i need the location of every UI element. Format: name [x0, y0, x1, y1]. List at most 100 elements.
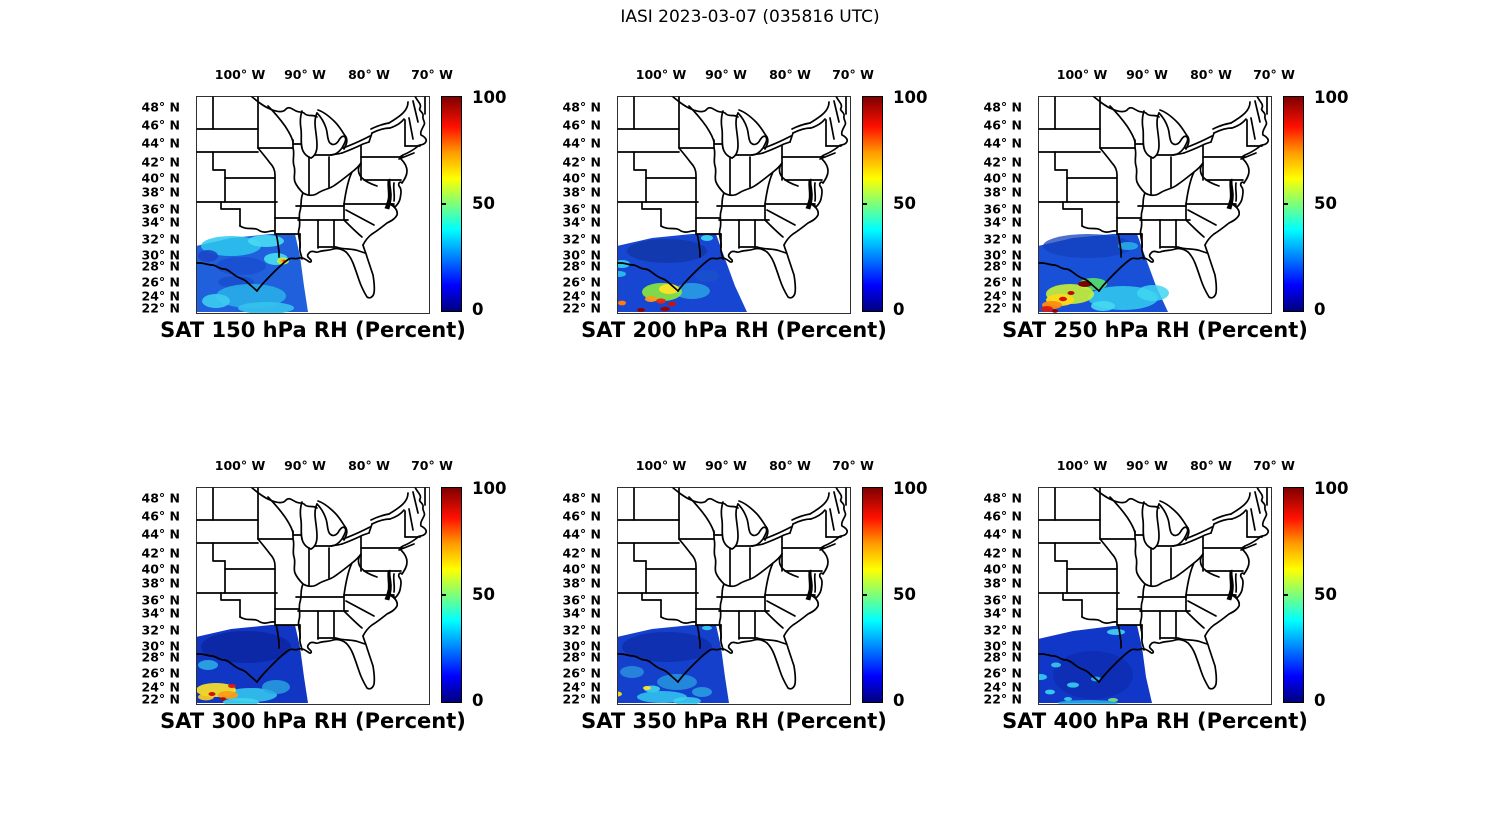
- lat-tick-label: 28° N: [141, 258, 180, 274]
- rh-feature: [618, 271, 626, 277]
- rh-feature: [1058, 700, 1118, 704]
- rh-feature: [620, 666, 644, 678]
- rh-feature: [1052, 309, 1058, 313]
- lon-tick-label: 100° W: [214, 67, 266, 82]
- colorbar-mid-tick: [1284, 203, 1288, 205]
- rh-swath: [197, 234, 308, 313]
- lon-tick-label: 70° W: [411, 458, 453, 473]
- lat-tick-label: 40° N: [141, 170, 180, 186]
- rh-feature: [198, 250, 218, 262]
- rh-feature: [660, 306, 670, 312]
- rh-feature: [622, 632, 712, 662]
- lat-tick-label: 30° N: [141, 247, 180, 263]
- lon-tick-label: 100° W: [214, 458, 266, 473]
- rh-feature: [692, 687, 712, 697]
- map-plot: [196, 487, 430, 705]
- colorbar-gradient: [863, 488, 882, 702]
- rh-swath: [1039, 234, 1169, 313]
- rh-feature: [201, 236, 261, 256]
- colorbar-tick-100: 100: [472, 479, 507, 499]
- rh-feature: [1108, 698, 1118, 702]
- lat-tick-label: 24° N: [562, 288, 601, 304]
- lon-tick-label: 80° W: [348, 458, 390, 473]
- colorbar-gradient: [1284, 488, 1303, 702]
- lat-tick-label: 36° N: [141, 201, 180, 217]
- colorbar-tick-50: 50: [893, 194, 916, 214]
- lat-tick-label: 22° N: [562, 300, 601, 316]
- lat-tick-label: 38° N: [562, 575, 601, 591]
- lat-tick-label: 40° N: [562, 170, 601, 186]
- lat-tick-label: 44° N: [983, 526, 1022, 542]
- lat-tick-label: 30° N: [562, 247, 601, 263]
- lon-tick-label: 90° W: [1126, 67, 1168, 82]
- rh-feature: [618, 300, 626, 306]
- lat-tick-label: 34° N: [983, 214, 1022, 230]
- lat-tick-label: 34° N: [141, 605, 180, 621]
- colorbar-mid-tick: [442, 594, 446, 596]
- rh-feature: [701, 235, 713, 241]
- colorbar-tick-50: 50: [472, 585, 495, 605]
- rh-feature: [674, 283, 710, 299]
- colorbar-tick-0: 0: [893, 691, 905, 711]
- latitude-axis: 48° N 46° N 44° N 42° N 40° N 38° N 36° N 34° N…: [960, 96, 1030, 316]
- rh-feature: [1051, 662, 1061, 668]
- panel-sat-300-hpa: 100° W 90° W 80° W 70° W 48° N 46° N 44° N 42°…: [142, 458, 507, 733]
- colorbar-tick-50: 50: [1314, 194, 1337, 214]
- rh-swath: [1039, 625, 1152, 704]
- rh-feature: [1091, 301, 1115, 311]
- lon-tick-label: 80° W: [1190, 67, 1232, 82]
- panel-sat-350-hpa: 100° W 90° W 80° W 70° W 48° N 46° N 44° N 42°…: [563, 458, 928, 733]
- rh-feature: [1137, 285, 1169, 301]
- colorbar-gradient: [1284, 97, 1303, 311]
- lat-tick-label: 26° N: [983, 274, 1022, 290]
- panel-title: SAT 300 hPa RH (Percent): [160, 709, 466, 733]
- lat-tick-label: 24° N: [983, 288, 1022, 304]
- rh-feature: [228, 684, 236, 688]
- lat-tick-label: 26° N: [141, 665, 180, 681]
- lat-tick-label: 46° N: [141, 117, 180, 133]
- colorbar-gradient: [442, 97, 461, 311]
- lat-tick-label: 22° N: [983, 300, 1022, 316]
- lat-tick-label: 48° N: [562, 99, 601, 115]
- latitude-axis: 48° N 46° N 44° N 42° N 40° N 38° N 36° N 34° N…: [118, 487, 188, 707]
- lon-tick-label: 90° W: [284, 67, 326, 82]
- lat-tick-label: 42° N: [141, 545, 180, 561]
- lat-tick-label: 48° N: [141, 490, 180, 506]
- colorbar-tick-100: 100: [893, 479, 928, 499]
- lat-tick-label: 34° N: [562, 214, 601, 230]
- rh-feature: [637, 308, 645, 312]
- lat-tick-label: 42° N: [141, 154, 180, 170]
- map-plot: [1038, 487, 1272, 705]
- map-frame: [196, 487, 430, 705]
- colorbar-tick-50: 50: [1314, 585, 1337, 605]
- rh-feature: [668, 301, 676, 307]
- panel-sat-400-hpa: 100° W 90° W 80° W 70° W 48° N 46° N 44° N 42°…: [984, 458, 1349, 733]
- rh-feature: [1059, 296, 1067, 302]
- lon-tick-label: 70° W: [1253, 67, 1295, 82]
- rh-feature: [1039, 674, 1047, 680]
- lat-tick-label: 30° N: [562, 638, 601, 654]
- lat-tick-label: 22° N: [562, 691, 601, 707]
- latitude-axis: 48° N 46° N 44° N 42° N 40° N 38° N 36° N 34° N…: [118, 96, 188, 316]
- lat-tick-label: 38° N: [141, 575, 180, 591]
- lat-tick-label: 44° N: [983, 135, 1022, 151]
- lat-tick-label: 32° N: [983, 622, 1022, 638]
- rh-feature: [208, 692, 216, 696]
- panel-sat-150-hpa: 100° W 90° W 80° W 70° W 48° N 46° N 44° N 42°…: [142, 67, 507, 342]
- map-plot: [1038, 96, 1272, 314]
- lon-tick-label: 90° W: [284, 458, 326, 473]
- lat-tick-label: 28° N: [562, 258, 601, 274]
- lat-tick-label: 22° N: [983, 691, 1022, 707]
- map-frame: [1038, 487, 1272, 705]
- lat-tick-label: 46° N: [983, 508, 1022, 524]
- lat-tick-label: 28° N: [562, 649, 601, 665]
- rh-swath: [618, 625, 729, 704]
- lat-tick-label: 30° N: [983, 638, 1022, 654]
- lat-tick-label: 42° N: [983, 154, 1022, 170]
- lat-tick-label: 24° N: [983, 679, 1022, 695]
- rh-feature: [216, 284, 286, 308]
- colorbar-tick-0: 0: [1314, 691, 1326, 711]
- colorbar: [1283, 96, 1304, 312]
- lon-tick-label: 100° W: [1056, 67, 1108, 82]
- colorbar-gradient: [442, 488, 461, 702]
